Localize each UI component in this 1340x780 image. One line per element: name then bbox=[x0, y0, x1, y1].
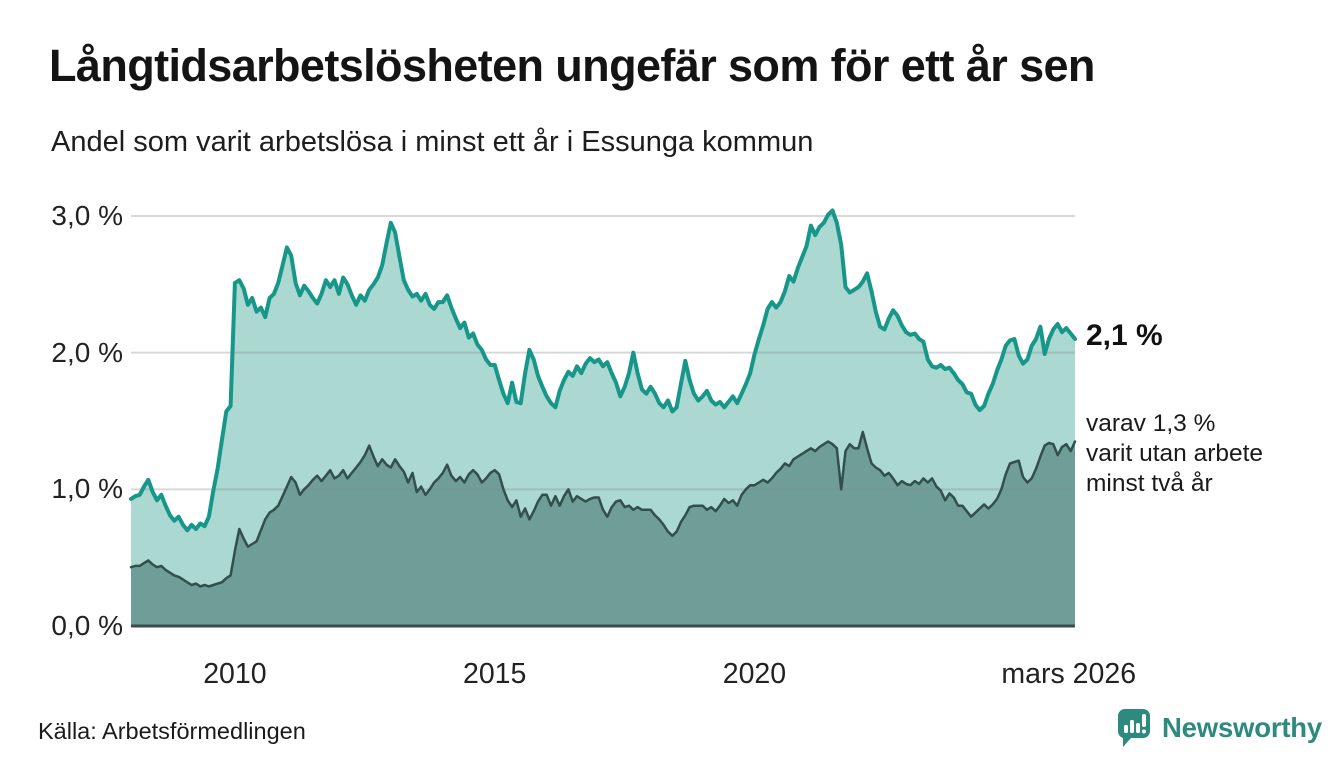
y-axis-tick-label: 0,0 % bbox=[51, 610, 123, 641]
chart-subtitle: Andel som varit arbetslösa i minst ett å… bbox=[51, 126, 814, 158]
brand-logo: Newsworthy bbox=[1117, 708, 1322, 754]
source-attribution: Källa: Arbetsförmedlingen bbox=[38, 718, 306, 744]
x-axis-tick-label: 2010 bbox=[203, 658, 267, 690]
series-line bbox=[129, 208, 1077, 533]
annotation-line-2: varit utan arbete bbox=[1086, 440, 1264, 467]
y-axis-tick-label: 1,0 % bbox=[51, 473, 123, 505]
newsworthy-speech-bubble-bar-chart-icon bbox=[1117, 709, 1150, 747]
latest-value-label-one-year: 2,1 % bbox=[1086, 319, 1163, 352]
x-axis-tick-label: mars 2026 bbox=[1001, 658, 1137, 690]
y-axis-tick-label: 3,0 % bbox=[51, 200, 123, 231]
series-line bbox=[129, 430, 1077, 588]
y-axis-tick-label: 2,0 % bbox=[51, 336, 123, 368]
x-axis-tick-label: 2020 bbox=[722, 658, 787, 690]
latest-value-label-two-years: varav 1,3 % varit utan arbete minst två … bbox=[1086, 409, 1263, 499]
brand-name: Newsworthy bbox=[1162, 712, 1322, 743]
x-axis-tick-label: 2015 bbox=[462, 658, 527, 690]
chart-title: Långtidsarbetslösheten ungefär som för e… bbox=[49, 40, 1095, 91]
annotation-line-3: minst två år bbox=[1086, 470, 1213, 497]
annotation-line-1: varav 1,3 % bbox=[1086, 410, 1216, 437]
